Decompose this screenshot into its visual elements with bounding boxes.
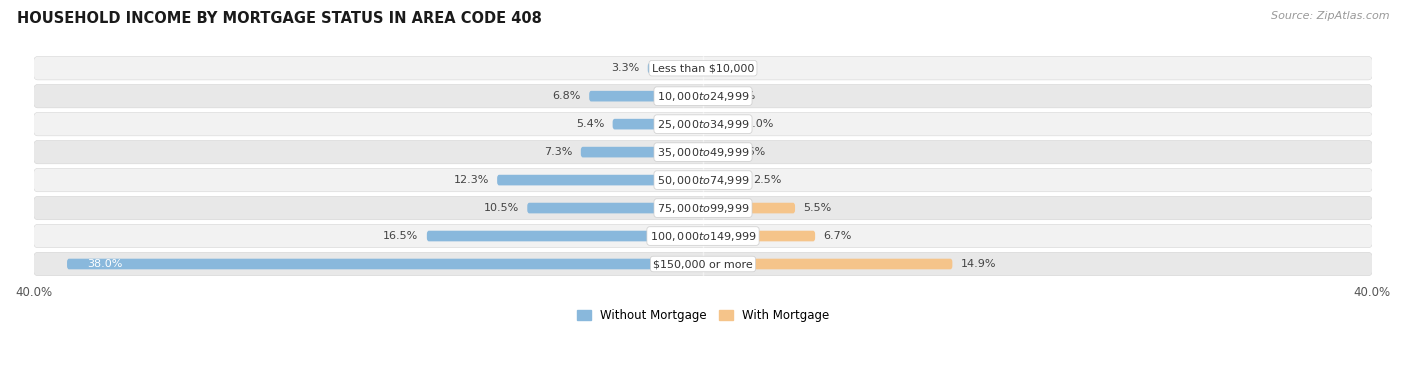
FancyBboxPatch shape: [34, 252, 1372, 276]
FancyBboxPatch shape: [703, 203, 794, 213]
FancyBboxPatch shape: [613, 119, 703, 129]
Legend: Without Mortgage, With Mortgage: Without Mortgage, With Mortgage: [572, 304, 834, 327]
FancyBboxPatch shape: [581, 147, 703, 157]
Text: 1.1%: 1.1%: [730, 63, 758, 73]
FancyBboxPatch shape: [427, 231, 703, 241]
Text: 7.3%: 7.3%: [544, 147, 572, 157]
FancyBboxPatch shape: [703, 91, 720, 101]
Text: $150,000 or more: $150,000 or more: [654, 259, 752, 269]
Text: $75,000 to $99,999: $75,000 to $99,999: [657, 201, 749, 215]
Text: 1.6%: 1.6%: [738, 147, 766, 157]
Text: 10.5%: 10.5%: [484, 203, 519, 213]
FancyBboxPatch shape: [703, 147, 730, 157]
FancyBboxPatch shape: [648, 63, 703, 73]
FancyBboxPatch shape: [527, 203, 703, 213]
FancyBboxPatch shape: [67, 259, 703, 269]
Text: $100,000 to $149,999: $100,000 to $149,999: [650, 229, 756, 243]
FancyBboxPatch shape: [703, 259, 952, 269]
FancyBboxPatch shape: [34, 224, 1372, 248]
Text: 38.0%: 38.0%: [87, 259, 122, 269]
FancyBboxPatch shape: [703, 63, 721, 73]
FancyBboxPatch shape: [34, 84, 1372, 108]
Text: $10,000 to $24,999: $10,000 to $24,999: [657, 90, 749, 103]
Text: 3.3%: 3.3%: [612, 63, 640, 73]
Text: 5.4%: 5.4%: [576, 119, 605, 129]
FancyBboxPatch shape: [498, 175, 703, 185]
Text: 6.7%: 6.7%: [824, 231, 852, 241]
FancyBboxPatch shape: [34, 168, 1372, 192]
Text: $25,000 to $34,999: $25,000 to $34,999: [657, 118, 749, 131]
FancyBboxPatch shape: [703, 119, 737, 129]
Text: 5.5%: 5.5%: [803, 203, 832, 213]
FancyBboxPatch shape: [589, 91, 703, 101]
Text: 14.9%: 14.9%: [960, 259, 997, 269]
Text: 16.5%: 16.5%: [384, 231, 419, 241]
Text: $35,000 to $49,999: $35,000 to $49,999: [657, 146, 749, 159]
FancyBboxPatch shape: [34, 140, 1372, 164]
FancyBboxPatch shape: [34, 196, 1372, 220]
Text: $50,000 to $74,999: $50,000 to $74,999: [657, 174, 749, 187]
Text: Source: ZipAtlas.com: Source: ZipAtlas.com: [1271, 11, 1389, 21]
Text: Less than $10,000: Less than $10,000: [652, 63, 754, 73]
Text: HOUSEHOLD INCOME BY MORTGAGE STATUS IN AREA CODE 408: HOUSEHOLD INCOME BY MORTGAGE STATUS IN A…: [17, 11, 541, 26]
Text: 12.3%: 12.3%: [453, 175, 489, 185]
FancyBboxPatch shape: [703, 231, 815, 241]
Text: 2.5%: 2.5%: [754, 175, 782, 185]
FancyBboxPatch shape: [703, 175, 745, 185]
Text: 1.0%: 1.0%: [728, 91, 756, 101]
FancyBboxPatch shape: [34, 56, 1372, 80]
Text: 2.0%: 2.0%: [745, 119, 773, 129]
Text: 6.8%: 6.8%: [553, 91, 581, 101]
FancyBboxPatch shape: [34, 112, 1372, 136]
